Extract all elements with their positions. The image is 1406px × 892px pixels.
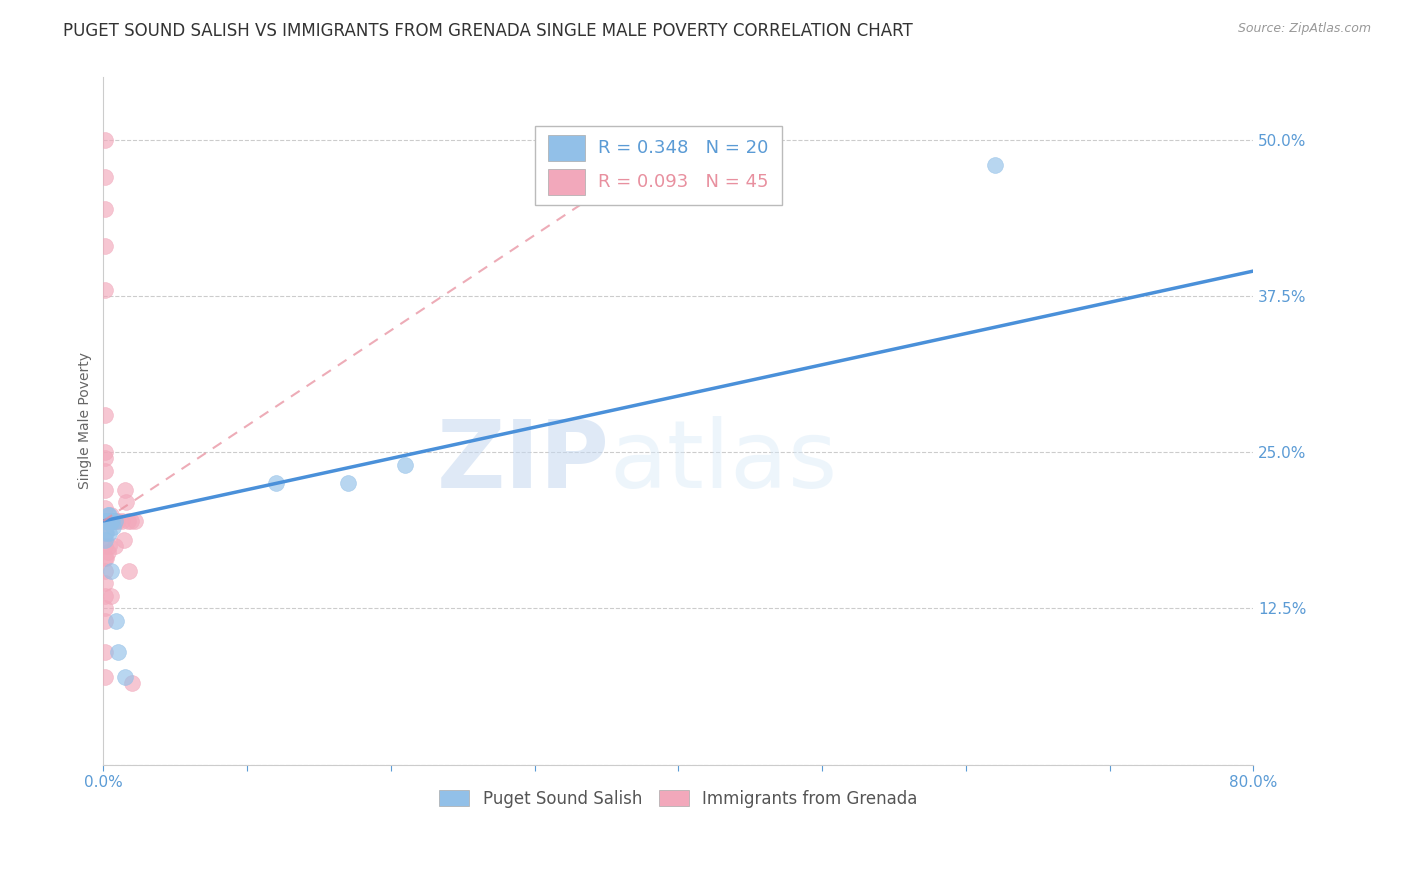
Text: Source: ZipAtlas.com: Source: ZipAtlas.com [1237, 22, 1371, 36]
Point [111, 514, 134, 528]
Point [100, 514, 122, 528]
Point [94, 483, 117, 497]
Point [98, 526, 121, 541]
Point [100, 508, 122, 522]
Point [114, 483, 136, 497]
Point [107, 514, 129, 528]
Point [94, 526, 117, 541]
Point [94, 464, 117, 478]
Point [120, 514, 142, 528]
Point [94, 408, 117, 422]
Point [115, 495, 138, 509]
Text: R = 0.348   N = 20: R = 0.348 N = 20 [598, 139, 768, 157]
Point [98, 514, 121, 528]
Point [94, 239, 117, 253]
Point [97, 514, 120, 528]
Text: atlas: atlas [609, 417, 838, 508]
Point [100, 589, 122, 603]
Point [124, 514, 146, 528]
Point [97, 545, 120, 559]
Point [94, 202, 117, 216]
Point [94, 445, 117, 459]
Point [94, 551, 117, 566]
FancyBboxPatch shape [548, 169, 585, 195]
Point [94, 283, 117, 297]
Point [103, 520, 125, 534]
FancyBboxPatch shape [548, 136, 585, 161]
Point [94, 514, 117, 528]
Point [100, 564, 122, 578]
Text: ZIP: ZIP [436, 417, 609, 508]
Point [983, 158, 1005, 172]
Point [94, 514, 117, 528]
Point [336, 476, 359, 491]
Point [105, 614, 128, 628]
Legend: Puget Sound Salish, Immigrants from Grenada: Puget Sound Salish, Immigrants from Gren… [433, 783, 924, 814]
Point [104, 514, 127, 528]
Point [94, 614, 117, 628]
Point [96, 514, 118, 528]
Point [98, 539, 121, 553]
Point [97, 508, 120, 522]
Point [394, 458, 416, 472]
Point [121, 676, 143, 690]
Point [96, 526, 118, 541]
Text: R = 0.093   N = 45: R = 0.093 N = 45 [598, 173, 768, 191]
Text: PUGET SOUND SALISH VS IMMIGRANTS FROM GRENADA SINGLE MALE POVERTY CORRELATION CH: PUGET SOUND SALISH VS IMMIGRANTS FROM GR… [63, 22, 912, 40]
Point [100, 514, 122, 528]
Point [94, 133, 117, 147]
Point [96, 514, 118, 528]
Point [118, 564, 141, 578]
Point [94, 564, 117, 578]
Point [94, 670, 117, 684]
Point [98, 508, 121, 522]
Point [94, 589, 117, 603]
Point [94, 645, 117, 659]
Point [94, 451, 117, 466]
Point [94, 539, 117, 553]
Point [107, 645, 129, 659]
Point [101, 514, 124, 528]
Point [264, 476, 287, 491]
Y-axis label: Single Male Poverty: Single Male Poverty [79, 352, 93, 490]
Point [103, 514, 125, 528]
Point [101, 514, 124, 528]
FancyBboxPatch shape [534, 126, 782, 204]
Point [94, 576, 117, 591]
Point [114, 670, 136, 684]
Point [94, 501, 117, 516]
Point [104, 539, 127, 553]
Point [94, 533, 117, 547]
Point [94, 170, 117, 185]
Point [94, 601, 117, 615]
Point [105, 514, 128, 528]
Point [96, 551, 118, 566]
Point [97, 514, 120, 528]
Point [117, 514, 139, 528]
Point [112, 533, 135, 547]
